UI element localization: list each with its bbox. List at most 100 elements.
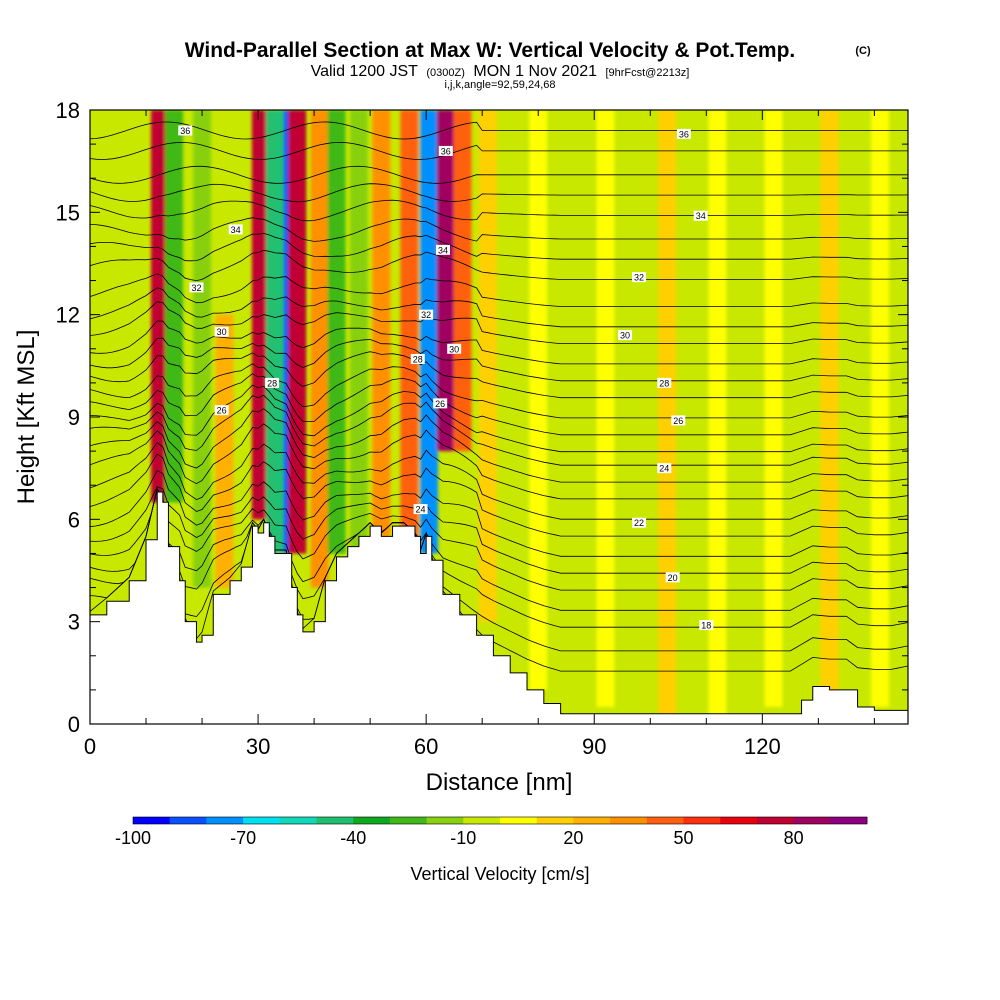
- w-feature: [327, 110, 346, 554]
- terrain-mask: [90, 491, 908, 724]
- theta-contour: [90, 217, 908, 242]
- contour-label-text: 34: [231, 225, 241, 235]
- contour-label: 34: [693, 210, 708, 221]
- w-feature: [400, 110, 419, 554]
- colorbar-swatch: [426, 817, 464, 824]
- contour-label-text: 36: [441, 146, 451, 156]
- theta-contour: [90, 183, 908, 203]
- contour-label-box: [699, 620, 714, 631]
- contour-label: 28: [657, 377, 672, 388]
- w-feature: [596, 110, 615, 707]
- theta-contour: [90, 453, 908, 537]
- theta-contour: [90, 121, 908, 140]
- colorbar-label: -10: [450, 828, 476, 848]
- theta-contour: [90, 363, 908, 419]
- contour-label: 20: [665, 572, 680, 583]
- contour-label: 34: [228, 224, 243, 235]
- contour-label-text: 26: [435, 399, 445, 409]
- w-feature: [193, 110, 212, 588]
- colorbar-swatch: [720, 817, 758, 824]
- contour-label: 26: [214, 405, 229, 416]
- colorbar-swatch: [793, 817, 831, 824]
- contour-label: 28: [265, 377, 280, 388]
- colorbar-swatch: [133, 817, 171, 824]
- w-feature: [453, 110, 472, 452]
- colorbar-label: 20: [563, 828, 583, 848]
- colorbar-label: -100: [115, 828, 151, 848]
- contour-label-box: [676, 128, 691, 139]
- contour-label: 36: [178, 125, 193, 136]
- colorbar-label: -40: [340, 828, 366, 848]
- contour-label-text: 30: [449, 344, 459, 354]
- theta-contour: [90, 487, 908, 591]
- theta-contour: [90, 199, 908, 222]
- theta-contour: [90, 487, 908, 628]
- colorbar-frame: [132, 816, 868, 825]
- colorbar-title: Vertical Velocity [cm/s]: [410, 864, 589, 884]
- contour-label: 24: [413, 504, 428, 515]
- contour-label: 18: [699, 620, 714, 631]
- y-tick-label: 12: [56, 303, 80, 328]
- contour-label-box: [433, 398, 448, 409]
- theta-contour: [90, 384, 908, 453]
- colorbar-swatch: [169, 817, 207, 824]
- colorbar-swatch: [500, 817, 538, 824]
- contour-label-box: [435, 244, 450, 255]
- contour-label-box: [178, 125, 193, 136]
- contour-label-box: [671, 415, 686, 426]
- contour-label-box: [657, 463, 672, 474]
- w-feature: [708, 110, 727, 718]
- theta-contour: [90, 487, 908, 611]
- theta-contour: [90, 249, 908, 282]
- theta-contour: [90, 442, 908, 520]
- contour-label-box: [665, 572, 680, 583]
- contour-label: 32: [632, 272, 647, 283]
- contour-label-box: [657, 377, 672, 388]
- subtitle-utc: (0300Z): [426, 67, 465, 79]
- theta-contour: [90, 232, 908, 262]
- theta-contour: [90, 301, 908, 345]
- y-tick-label: 3: [68, 610, 80, 635]
- w-feature: [251, 110, 270, 520]
- x-tick-label: 30: [246, 734, 270, 759]
- contour-label-text: 30: [217, 327, 227, 337]
- y-tick-label: 0: [68, 712, 80, 737]
- w-feature: [265, 110, 284, 554]
- contour-label-box: [265, 377, 280, 388]
- theta-contour: [90, 165, 908, 184]
- contour-label-box: [438, 145, 453, 156]
- contour-label-box: [413, 504, 428, 515]
- x-axis-title: Distance [nm]: [426, 769, 573, 796]
- colorbar-swatch: [243, 817, 281, 824]
- contour-label-box: [189, 282, 204, 293]
- contour-label-text: 36: [679, 129, 689, 139]
- colorbar-label: -70: [230, 828, 256, 848]
- contour-label-text: 24: [659, 464, 669, 474]
- theta-contour: [90, 408, 908, 483]
- theta-contour: [90, 337, 908, 382]
- y-tick-label: 18: [56, 98, 80, 123]
- potential-temperature-contours: [90, 121, 908, 672]
- w-feature: [349, 110, 368, 554]
- theta-contour: [90, 423, 908, 500]
- contour-label: 24: [657, 463, 672, 474]
- contour-label-text: 32: [421, 310, 431, 320]
- colorbar-swatch: [316, 817, 354, 824]
- colorbar-swatch: [536, 817, 574, 824]
- x-tick-label: 60: [414, 734, 438, 759]
- chart-title: Wind-Parallel Section at Max W: Vertical…: [185, 39, 796, 62]
- contour-label: 30: [618, 330, 633, 341]
- contour-label: 36: [676, 128, 691, 139]
- contour-label-box: [419, 309, 434, 320]
- w-feature: [529, 110, 548, 690]
- w-feature: [215, 314, 234, 588]
- contour-label: 32: [419, 309, 434, 320]
- contour-label-box: [228, 224, 243, 235]
- colorbar-swatch: [279, 817, 317, 824]
- colorbar-swatch: [389, 817, 427, 824]
- colorbar-label: 50: [673, 828, 693, 848]
- theta-contour: [90, 470, 908, 557]
- y-axis-title: Height [Kft MSL]: [13, 330, 40, 505]
- contour-label-text: 34: [438, 245, 448, 255]
- theta-contour: [90, 486, 908, 574]
